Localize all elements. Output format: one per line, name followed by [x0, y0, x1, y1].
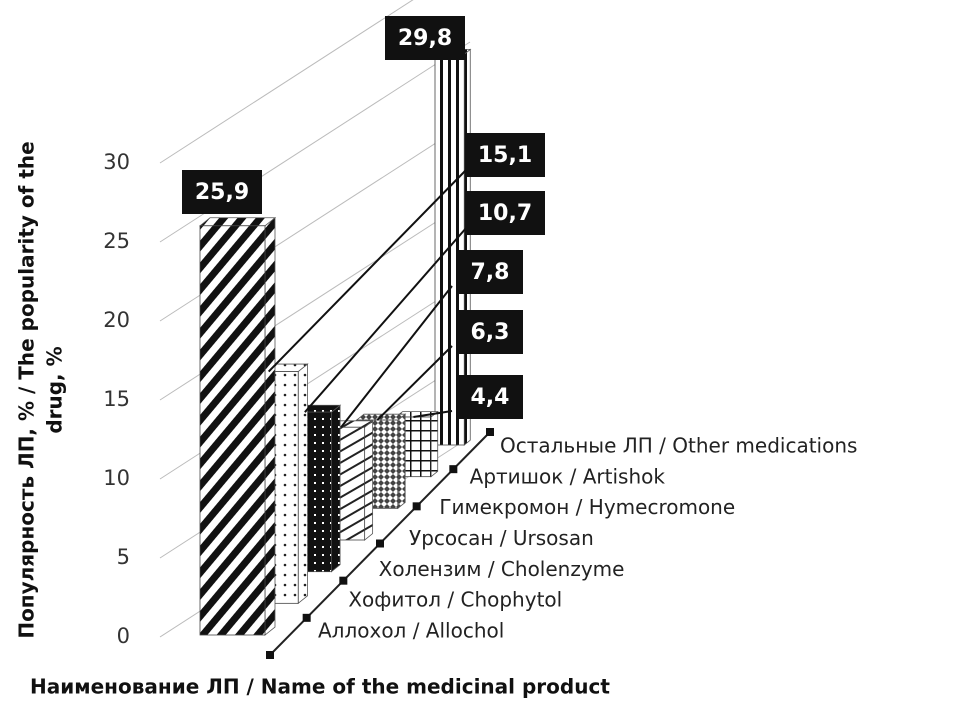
- category-tick: [412, 502, 421, 511]
- category-label: Гимекромон / Hymecromone: [439, 495, 735, 519]
- category-label: Артишок / Artishok: [470, 464, 666, 488]
- value-label-box: [457, 250, 523, 294]
- y-axis-title: Популярность ЛП, % / The popularity of t…: [15, 141, 39, 638]
- value-label: 7,8: [471, 260, 510, 285]
- value-label: 15,1: [478, 143, 532, 168]
- grid-line: [159, 0, 414, 164]
- category-label: Хофитол / Chophytol: [348, 588, 562, 612]
- value-label: 10,7: [478, 201, 532, 226]
- y-tick-label: 0: [117, 624, 130, 648]
- value-label-box: [465, 191, 545, 235]
- y-tick-label: 15: [103, 387, 130, 411]
- value-label-box: [385, 16, 465, 60]
- value-label: 29,8: [398, 26, 452, 51]
- leader-line: [340, 285, 453, 428]
- category-tick: [486, 428, 494, 436]
- bar: [199, 225, 266, 636]
- category-tick: [302, 613, 311, 622]
- category-tick: [376, 539, 384, 548]
- category-tick: [339, 576, 348, 585]
- leader-line: [413, 410, 453, 418]
- value-label: 4,4: [471, 385, 510, 410]
- value-label-box: [182, 170, 262, 214]
- category-label: Холензим / Cholenzyme: [379, 557, 625, 581]
- leader-line: [267, 168, 468, 373]
- bar-side: [297, 363, 308, 605]
- bar-side: [397, 413, 406, 510]
- bar-side: [331, 404, 341, 573]
- value-label-box: [457, 375, 523, 419]
- leader-line: [376, 345, 453, 421]
- leader-line: [304, 226, 468, 413]
- bar-side: [364, 420, 374, 541]
- bar-side: [264, 216, 276, 636]
- category-tick: [449, 465, 458, 474]
- y-tick-label: 20: [103, 308, 130, 332]
- value-label-box: [465, 133, 545, 177]
- y-tick-label: 30: [103, 150, 130, 174]
- value-label-box: [457, 310, 523, 354]
- bar-side: [430, 410, 439, 478]
- value-label: 6,3: [471, 320, 510, 345]
- x-axis-title: Наименование ЛП / Name of the medicinal …: [30, 675, 610, 699]
- bars: [198, 48, 472, 636]
- category-label: Остальные ЛП / Other medications: [500, 434, 857, 458]
- y-tick-label: 5: [117, 545, 130, 569]
- y-tick-label: 25: [103, 229, 130, 253]
- value-label: 25,9: [195, 180, 249, 205]
- category-label: Урсосан / Ursosan: [409, 526, 594, 550]
- y-axis-title: drug, %: [43, 346, 67, 433]
- category-tick: [266, 651, 274, 659]
- bar-top: [198, 217, 277, 227]
- y-tick-label: 10: [103, 466, 130, 490]
- category-label: Аллохол / Allochol: [318, 619, 504, 643]
